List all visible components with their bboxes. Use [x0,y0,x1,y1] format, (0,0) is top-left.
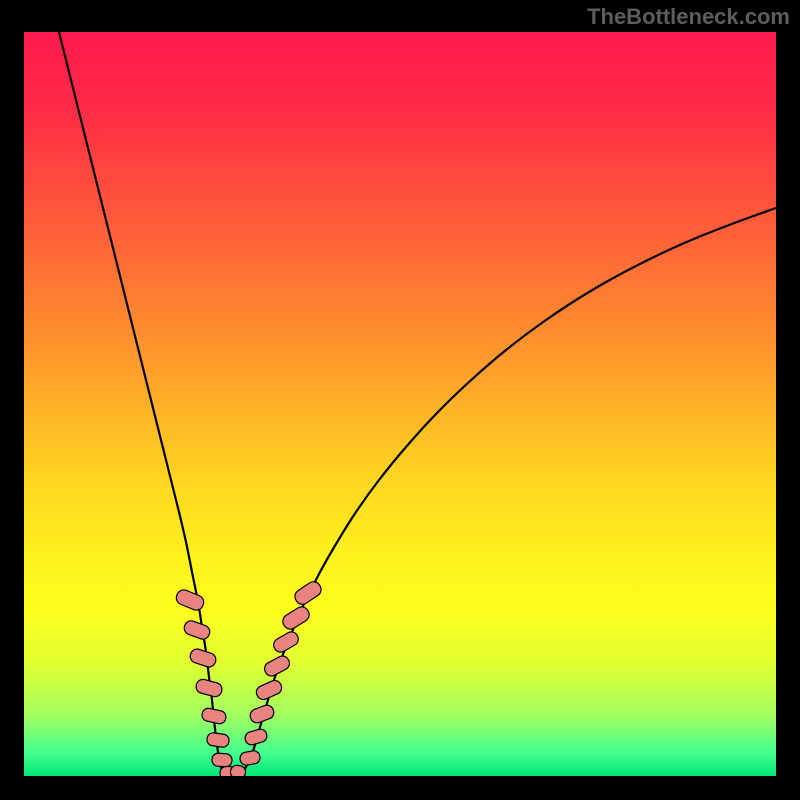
data-marker [262,654,292,679]
marker-group [174,579,324,776]
data-marker [230,765,247,776]
data-marker [292,579,324,607]
data-marker [248,703,275,724]
data-marker [254,678,283,701]
data-marker [201,707,227,725]
data-marker [280,604,312,632]
data-marker [244,728,269,747]
data-marker [271,629,301,654]
chart-container: TheBottleneck.com [0,0,800,800]
right-curve [228,208,776,774]
curve-layer [24,32,776,776]
data-marker [182,619,211,641]
data-marker [212,753,233,767]
data-marker [174,588,206,612]
watermark-text: TheBottleneck.com [587,4,790,30]
plot-area [24,32,776,776]
data-marker [206,732,230,748]
data-marker [188,647,217,668]
data-marker [195,678,224,698]
data-marker [239,750,261,766]
